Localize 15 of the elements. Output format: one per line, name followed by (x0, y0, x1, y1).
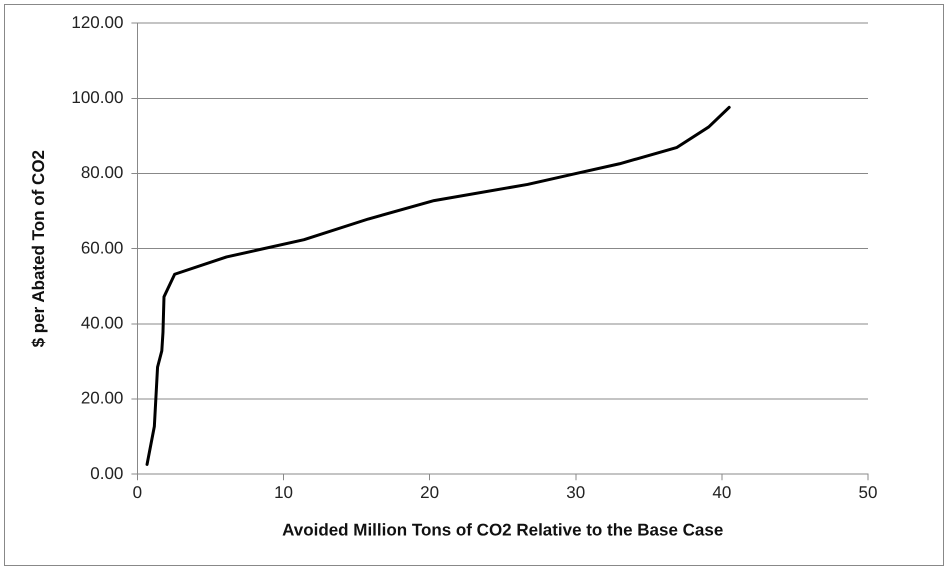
y-tick-label: 80.00 (80, 163, 124, 182)
x-tick-label: 40 (712, 483, 732, 502)
y-tick-label: 60.00 (80, 238, 124, 258)
y-axis-title: $ per Abated Ton of CO2 (28, 150, 48, 348)
x-tick-label: 20 (420, 483, 440, 502)
y-tick-label: 20.00 (80, 388, 124, 408)
y-tick-label: 100.00 (71, 88, 124, 108)
x-tick-label: 0 (132, 483, 142, 502)
x-axis-title: Avoided Million Tons of CO2 Relative to the Base Case (282, 520, 724, 540)
y-tick-label: 40.00 (80, 314, 124, 333)
x-tick-label: 50 (858, 483, 878, 502)
x-tick-label: 10 (274, 483, 293, 502)
y-tick-label: 120.00 (71, 12, 124, 32)
x-tick-label: 30 (566, 483, 586, 502)
y-tick-label: 0.00 (90, 464, 124, 483)
